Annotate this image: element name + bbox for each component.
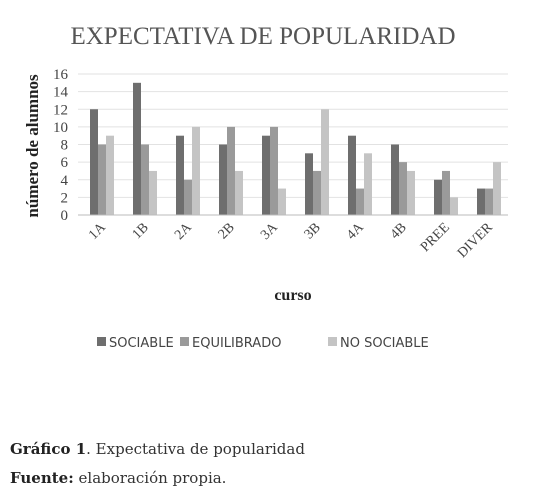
bar-2A-equilibrado — [184, 179, 192, 215]
bar-PREE-equilibrado — [442, 170, 450, 215]
y-tick-label: 4 — [61, 173, 69, 189]
bar-4A-equilibrado — [356, 188, 364, 215]
bar-3A-sociable — [262, 135, 270, 215]
y-tick-label: 10 — [53, 120, 68, 136]
figure-label: Gráfico 1 — [10, 440, 87, 458]
figure-caption-text: . Expectativa de popularidad — [86, 440, 305, 458]
bar-4B-sociable — [391, 144, 399, 215]
x-tick-label: DIVER — [455, 220, 496, 261]
bar-DIVER-equilibrado — [485, 188, 493, 215]
x-tick-label: 2B — [216, 220, 238, 242]
bar-4A-sociable — [348, 135, 356, 215]
legend: SOCIABLE EQUILIBRADO NO SOCIABLE — [97, 336, 429, 351]
bar-PREE-sociable — [434, 179, 442, 215]
bar-3A-equilibrado — [270, 126, 278, 215]
bar-3B-equilibrado — [313, 170, 321, 215]
x-tick-label: 4B — [388, 220, 410, 242]
bar-DIVER-no-sociable — [493, 162, 501, 215]
y-tick-label: 12 — [53, 102, 68, 118]
y-tick-label: 8 — [61, 138, 69, 154]
y-tick-label: 0 — [61, 208, 69, 224]
x-axis-tick-labels: 1A 1B 2A 2B 3A 3B 4A 4B PREE DIVER — [86, 220, 496, 261]
y-tick-label: 16 — [53, 67, 69, 83]
legend-swatch — [328, 337, 337, 346]
y-tick-label: 6 — [61, 155, 69, 171]
bar-2B-equilibrado — [227, 126, 235, 215]
bar-4B-equilibrado — [399, 162, 407, 215]
figure-caption: Gráfico 1. Expectativa de popularidad — [10, 440, 305, 458]
bar-2B-no-sociable — [235, 170, 243, 215]
bar-3B-no-sociable — [321, 109, 329, 215]
legend-label: SOCIABLE — [109, 336, 174, 351]
legend-label: NO SOCIABLE — [340, 336, 429, 351]
source-text: elaboración propia. — [73, 469, 227, 487]
y-tick-label: 2 — [61, 190, 69, 206]
x-tick-label: 1A — [86, 220, 109, 243]
x-tick-label: 4A — [344, 220, 367, 243]
source-note: Fuente: elaboración propia. — [10, 469, 226, 487]
x-tick-label: 3B — [302, 220, 324, 242]
legend-swatch — [97, 337, 106, 346]
bar-1B-equilibrado — [141, 144, 149, 215]
bar-1A-sociable — [90, 109, 98, 215]
bars — [90, 82, 501, 215]
x-tick-label: 3A — [258, 220, 281, 243]
bar-2B-sociable — [219, 144, 227, 215]
y-axis-label: número de alumnos — [23, 74, 42, 218]
bar-1A-no-sociable — [106, 135, 114, 215]
bar-1B-sociable — [133, 82, 141, 215]
legend-item: EQUILIBRADO — [180, 336, 281, 351]
bar-DIVER-sociable — [477, 188, 485, 215]
bar-4B-no-sociable — [407, 170, 415, 215]
bar-4A-no-sociable — [364, 153, 372, 215]
x-axis-label: curso — [274, 287, 311, 304]
bar-3A-no-sociable — [278, 188, 286, 215]
chart-title: EXPECTATIVA DE POPULARIDAD — [70, 23, 455, 50]
bar-PREE-no-sociable — [450, 197, 458, 215]
legend-item: NO SOCIABLE — [328, 336, 429, 351]
y-tick-label: 14 — [53, 85, 69, 101]
legend-item: SOCIABLE — [97, 336, 174, 351]
bar-2A-sociable — [176, 135, 184, 215]
legend-swatch — [180, 337, 189, 346]
bar-1B-no-sociable — [149, 170, 157, 215]
legend-label: EQUILIBRADO — [192, 336, 281, 351]
bar-3B-sociable — [305, 153, 313, 215]
bar-1A-equilibrado — [98, 144, 106, 215]
source-label: Fuente: — [10, 469, 74, 487]
bar-2A-no-sociable — [192, 126, 200, 215]
x-tick-label: PREE — [418, 220, 453, 255]
x-tick-label: 1B — [130, 220, 152, 242]
x-tick-label: 2A — [172, 220, 195, 243]
